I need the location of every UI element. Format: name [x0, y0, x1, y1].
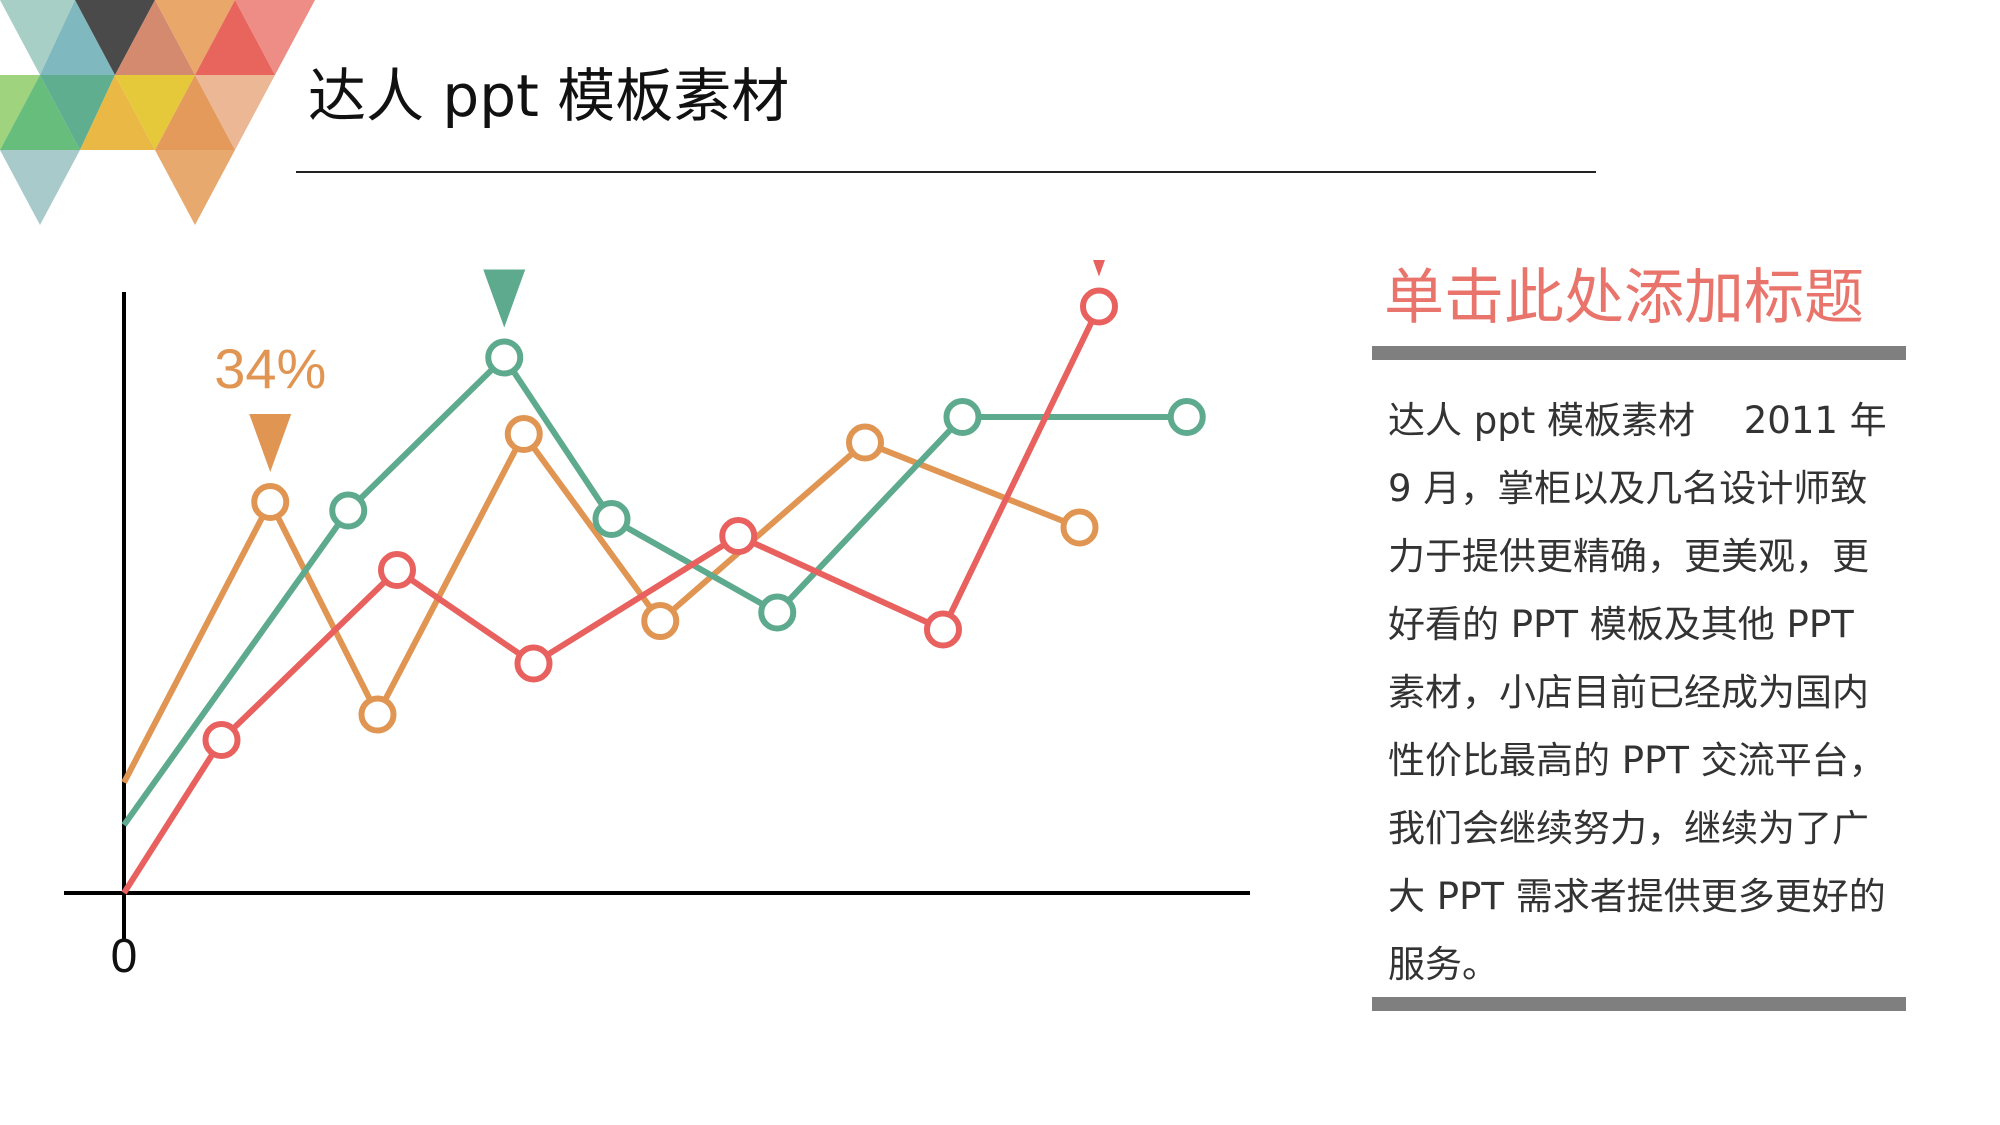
data-point-marker	[719, 517, 758, 555]
decorative-triangle-pattern	[0, 0, 315, 225]
triangle-shape	[195, 75, 275, 150]
slide-title: 达人 ppt 模板素材	[308, 62, 790, 130]
line-chart: 0 34%63%79%	[64, 260, 1250, 983]
data-point-marker	[1080, 287, 1118, 326]
series-3: 79%	[121, 260, 1118, 895]
series-layer: 34%63%79%	[121, 260, 1206, 895]
triangle-mosaic	[0, 0, 315, 225]
label-pointer	[249, 414, 292, 472]
data-point-marker	[641, 602, 680, 640]
triangle-shape	[80, 75, 155, 150]
series-1: 34%	[121, 337, 1099, 784]
triangle-shape	[235, 0, 315, 75]
triangle-shape	[0, 75, 80, 150]
data-point-marker	[514, 644, 553, 683]
sidebar-bottom-rule	[1372, 997, 1906, 1011]
data-point-marker	[329, 491, 368, 530]
data-point-marker	[485, 338, 524, 377]
triangle-shape	[0, 0, 75, 75]
data-point-marker	[924, 610, 962, 649]
triangle-shape	[155, 75, 235, 150]
label-pointer	[1093, 260, 1105, 277]
triangle-shape	[115, 0, 195, 75]
triangle-shape	[195, 0, 275, 75]
sidebar-top-rule	[1372, 346, 1906, 360]
data-point-marker	[1060, 508, 1099, 547]
triangle-shape	[0, 150, 80, 225]
title-divider	[296, 171, 1596, 173]
data-point-marker	[378, 551, 416, 589]
origin-label: 0	[111, 930, 138, 983]
data-point-marker	[504, 415, 543, 453]
triangle-shape	[155, 0, 235, 75]
data-point-marker	[251, 483, 290, 521]
data-label: 34%	[214, 337, 326, 400]
sidebar-heading: 单击此处添加标题	[1384, 263, 1864, 333]
label-pointer	[483, 269, 526, 328]
data-point-marker	[202, 721, 241, 759]
sidebar-body-text: 达人 ppt 模板素材 2011 年 9 月，掌柜以及几名设计师致力于提供更精确…	[1388, 399, 1887, 986]
triangle-shape	[155, 150, 235, 225]
triangle-shape	[115, 75, 195, 150]
series-2: 63%	[121, 269, 1206, 827]
triangle-shape	[75, 0, 155, 75]
data-point-marker	[758, 593, 797, 632]
triangle-shape	[40, 0, 115, 75]
data-point-marker	[592, 500, 631, 538]
triangle-shape	[40, 75, 115, 150]
data-point-marker	[846, 423, 884, 462]
data-point-marker	[358, 695, 397, 734]
data-point-marker	[943, 398, 982, 436]
data-point-marker	[1167, 398, 1206, 436]
